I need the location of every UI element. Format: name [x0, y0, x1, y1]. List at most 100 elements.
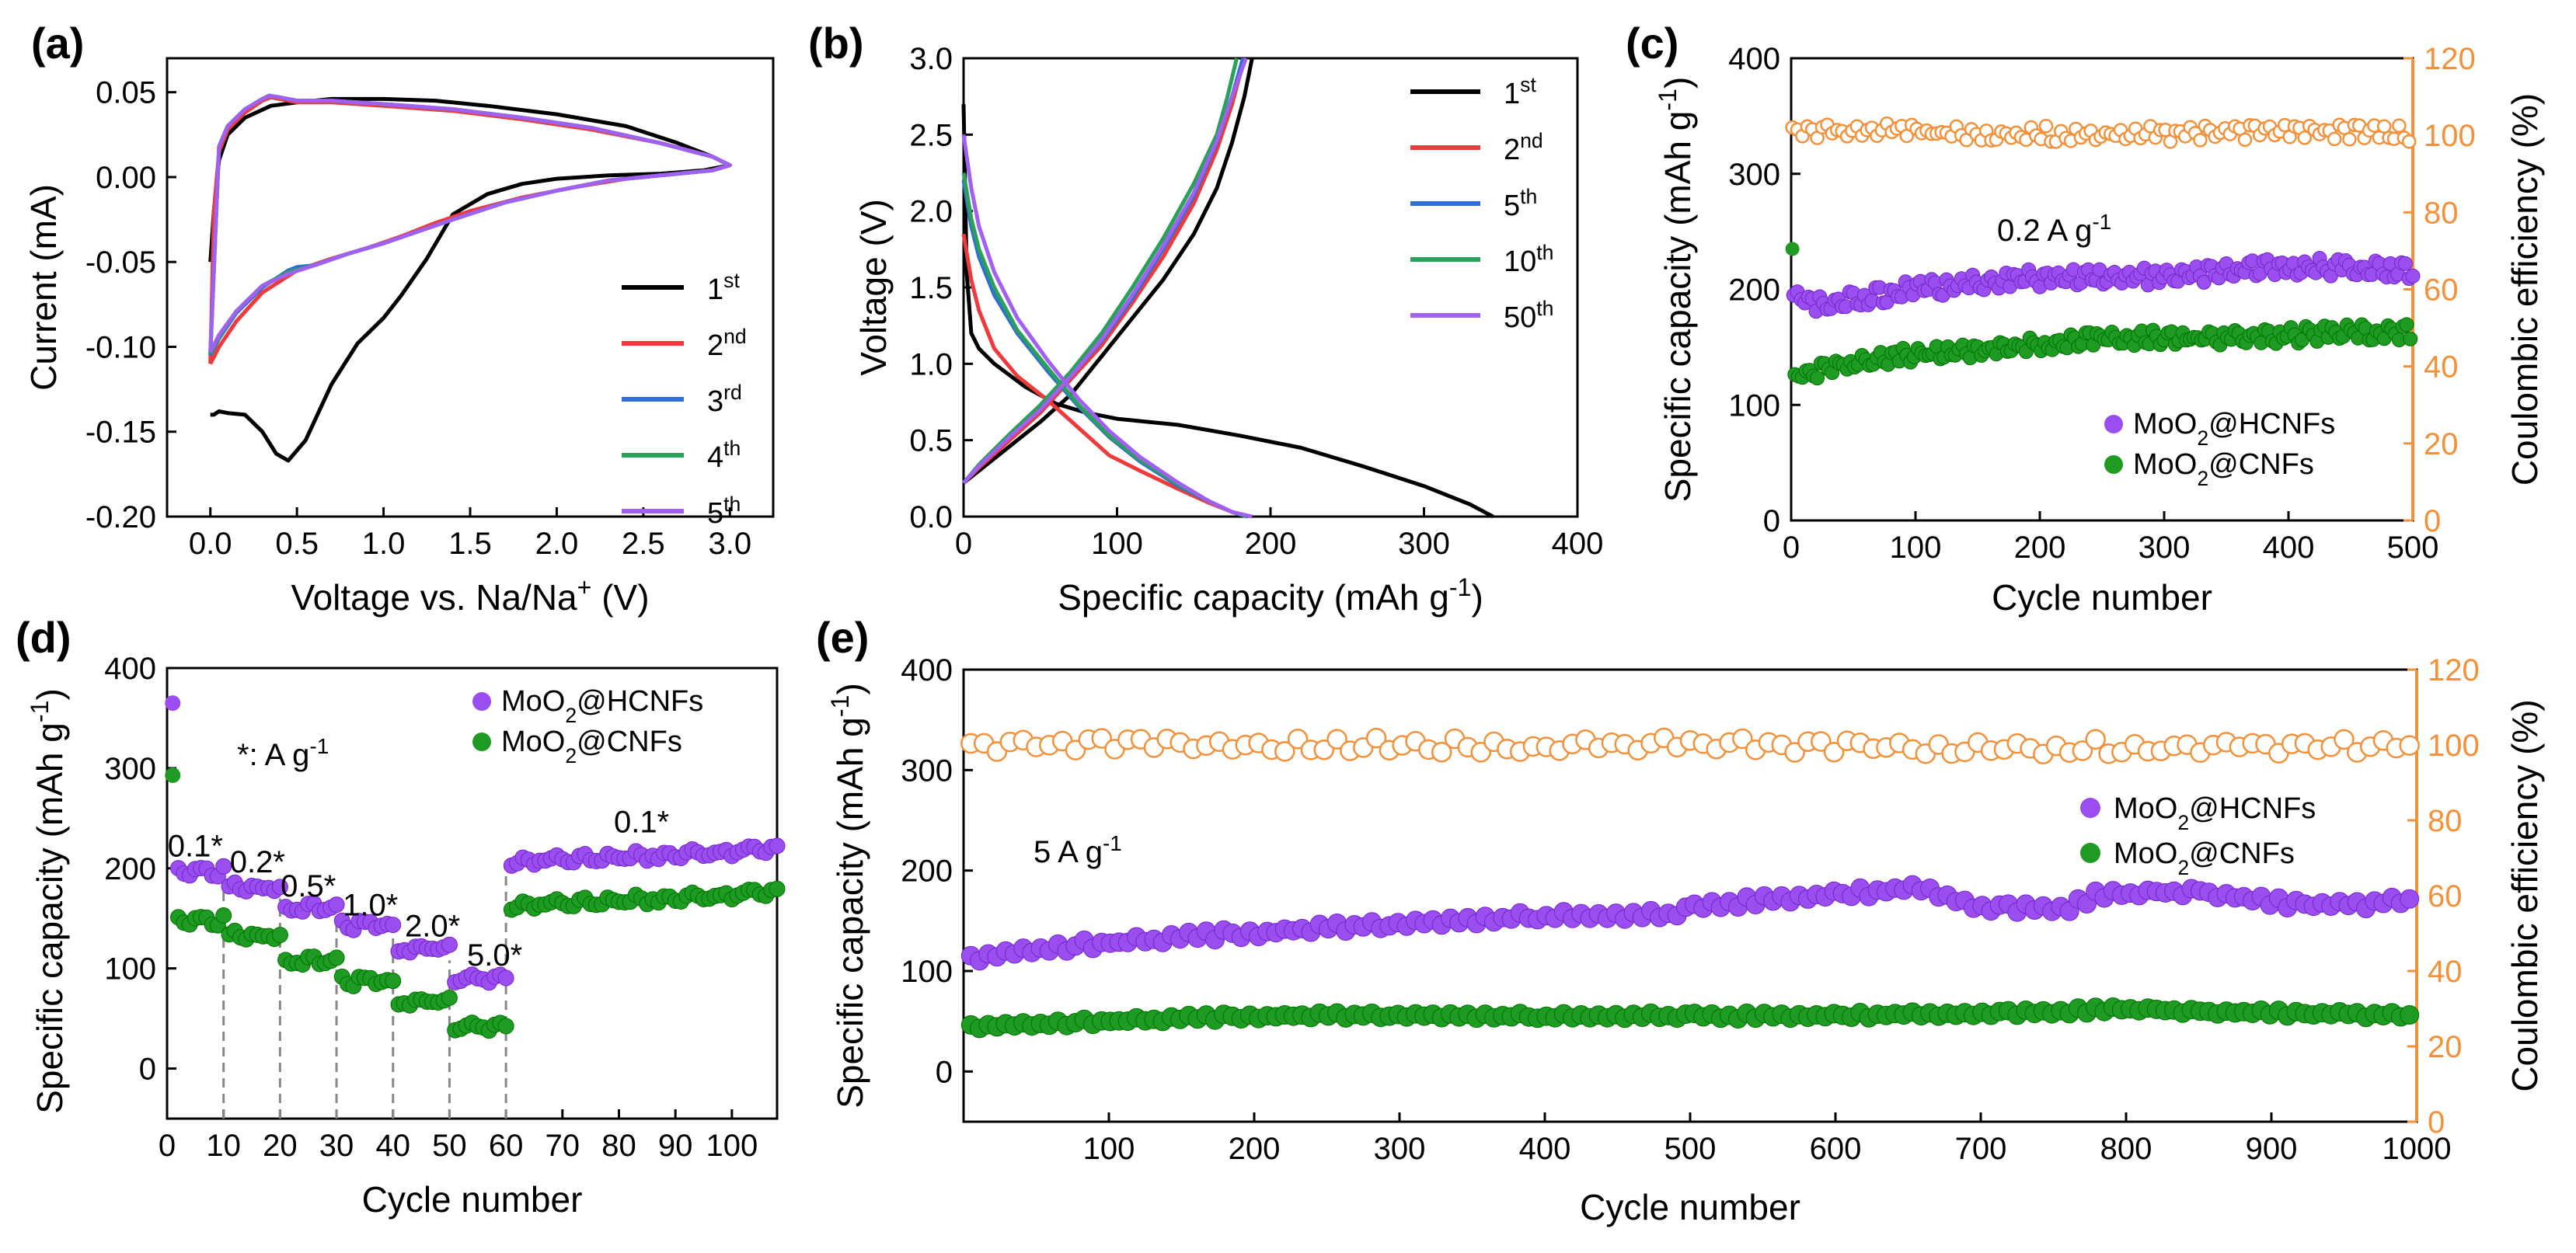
gcd-curve-10th-discharge: [961, 172, 1250, 519]
x-tick-label: 50: [432, 1129, 467, 1163]
y2-tick-label: 80: [2428, 804, 2463, 838]
x-axis-label: Voltage vs. Na/Na+ (V): [291, 573, 649, 618]
y-tick-label: 200: [104, 852, 156, 886]
x-axis-label: Cycle number: [362, 1179, 583, 1220]
rate-label: 0.5*: [281, 869, 336, 903]
legend-label: 2nd: [1504, 129, 1543, 166]
y-axis-label: Specific capacity (mAh g-1): [826, 683, 870, 1109]
y2-tick-label: 20: [2424, 427, 2459, 461]
panel-label-c: (c): [1626, 19, 1678, 68]
y-tick-label: 3.0: [909, 42, 953, 76]
panel-label-d: (d): [16, 613, 71, 662]
gcd-curve-1st-charge: [962, 57, 1254, 485]
ce-point: [1365, 727, 1387, 749]
y-tick-label: 0.0: [909, 500, 953, 534]
y-tick-label: 100: [104, 952, 156, 987]
y2-tick-label: 80: [2424, 196, 2459, 230]
x-tick-label: 1.0: [362, 527, 406, 561]
rate-point: [328, 949, 345, 966]
x-tick-label: 100: [1083, 1132, 1135, 1166]
rate-label: 1.0*: [343, 888, 398, 922]
y-axis-label: Specific capacity (mAh g-1): [1654, 77, 1698, 503]
y-axis-label: Current (mA): [23, 184, 64, 391]
x-tick-label: 300: [1374, 1132, 1426, 1166]
ce-point: [2334, 729, 2355, 750]
legend-label: 1st: [707, 269, 740, 306]
hcnf-point: [2196, 274, 2212, 290]
rate-point: [271, 879, 288, 896]
legend-marker: [2104, 415, 2123, 433]
rate-label: 5.0*: [467, 938, 522, 973]
legend-label: 5th: [707, 492, 741, 530]
y-tick-label: 0.05: [96, 76, 156, 110]
ce-point: [2342, 132, 2357, 147]
rate-point: [328, 896, 345, 914]
y-axis-label: Specific capacity (mAh g-1): [26, 688, 70, 1114]
x-tick-label: 0: [1783, 531, 1800, 565]
legend-label: 1st: [1504, 73, 1536, 110]
legend-marker: [472, 692, 491, 711]
y-axis-label: Voltage (V): [853, 199, 894, 376]
x-tick-label: 2.5: [622, 527, 665, 561]
rate-point: [497, 969, 514, 987]
x-axis-label: Cycle number: [1992, 577, 2212, 618]
legend-marker: [2104, 455, 2123, 474]
y-tick-label: 0: [1763, 504, 1780, 538]
y-tick-label: 0.00: [96, 161, 156, 195]
y-tick-label: -0.15: [85, 416, 156, 450]
y-tick-label: -0.05: [85, 245, 156, 280]
y-tick-label: -0.20: [85, 500, 156, 534]
x-tick-label: 60: [489, 1129, 524, 1163]
rate-point: [385, 973, 402, 990]
y-tick-label: 0.5: [909, 424, 953, 458]
y2-tick-label: 100: [2428, 729, 2480, 763]
ce-point: [2401, 134, 2417, 149]
x-tick-label: 3.0: [708, 527, 751, 561]
legend-label: 3rd: [707, 381, 742, 418]
y2-tick-label: 40: [2428, 955, 2463, 989]
legend-label: MoO2@CNFs: [2114, 837, 2295, 879]
ce-point: [2193, 133, 2208, 148]
y2-tick-label: 40: [2424, 350, 2459, 385]
ce-point: [2297, 131, 2313, 145]
hcnf-point: [2397, 256, 2413, 271]
y2-tick-label: 120: [2428, 653, 2480, 687]
legend-marker: [2080, 798, 2100, 818]
panel-c-cycling-0-2: 0 100 200 300 400 500010020030040002040608010…: [1654, 42, 2545, 618]
ce-point: [1091, 728, 1112, 749]
plot-frame: [962, 57, 1579, 518]
x-tick-label: 80: [601, 1129, 636, 1163]
y-tick-label: 2.0: [909, 195, 953, 229]
gcd-curve-5th-charge: [962, 57, 1245, 485]
rate-first-point: [165, 695, 181, 712]
legend-label: 2nd: [707, 325, 747, 362]
x-tick-label: 400: [1519, 1132, 1571, 1166]
ce-point: [1287, 729, 1309, 750]
x-tick-label: 100: [1091, 527, 1143, 561]
x-tick-label: 900: [2246, 1132, 2298, 1166]
x-tick-label: 70: [546, 1129, 580, 1163]
cnf-point: [2403, 331, 2418, 346]
x-tick-label: 300: [1398, 527, 1450, 561]
x-tick-label: 400: [1552, 527, 1604, 561]
x-tick-label: 200: [1229, 1132, 1281, 1166]
y-tick-label: 400: [1728, 42, 1780, 76]
x-tick-label: 200: [1245, 527, 1297, 561]
y-tick-label: 400: [901, 653, 953, 687]
legend-label: 10th: [1504, 241, 1553, 278]
y2-axis-label: Coulombic efficiency (%): [2505, 93, 2545, 486]
gcd-curve-50th-discharge: [961, 134, 1253, 519]
panel-a-cv-curves: 0.0 0.5 1.0 1.5 2.0 2.5 3.0 -0.20 -0.15 -0.10 -0.0…: [23, 57, 775, 618]
x-tick-label: 0: [955, 527, 972, 561]
panel-label-a: (a): [31, 19, 84, 68]
hcnf-point: [2405, 268, 2421, 284]
y-tick-label: 200: [1728, 273, 1780, 308]
y-tick-label: 1.5: [909, 271, 953, 305]
y2-tick-label: 60: [2424, 273, 2459, 308]
ce-point: [1732, 728, 1753, 750]
y2-tick-label: 0: [2428, 1105, 2445, 1140]
x-axis-label: Specific capacity (mAh g-1): [1058, 573, 1483, 618]
y2-tick-label: 20: [2428, 1030, 2463, 1064]
y-tick-label: 300: [104, 752, 156, 786]
